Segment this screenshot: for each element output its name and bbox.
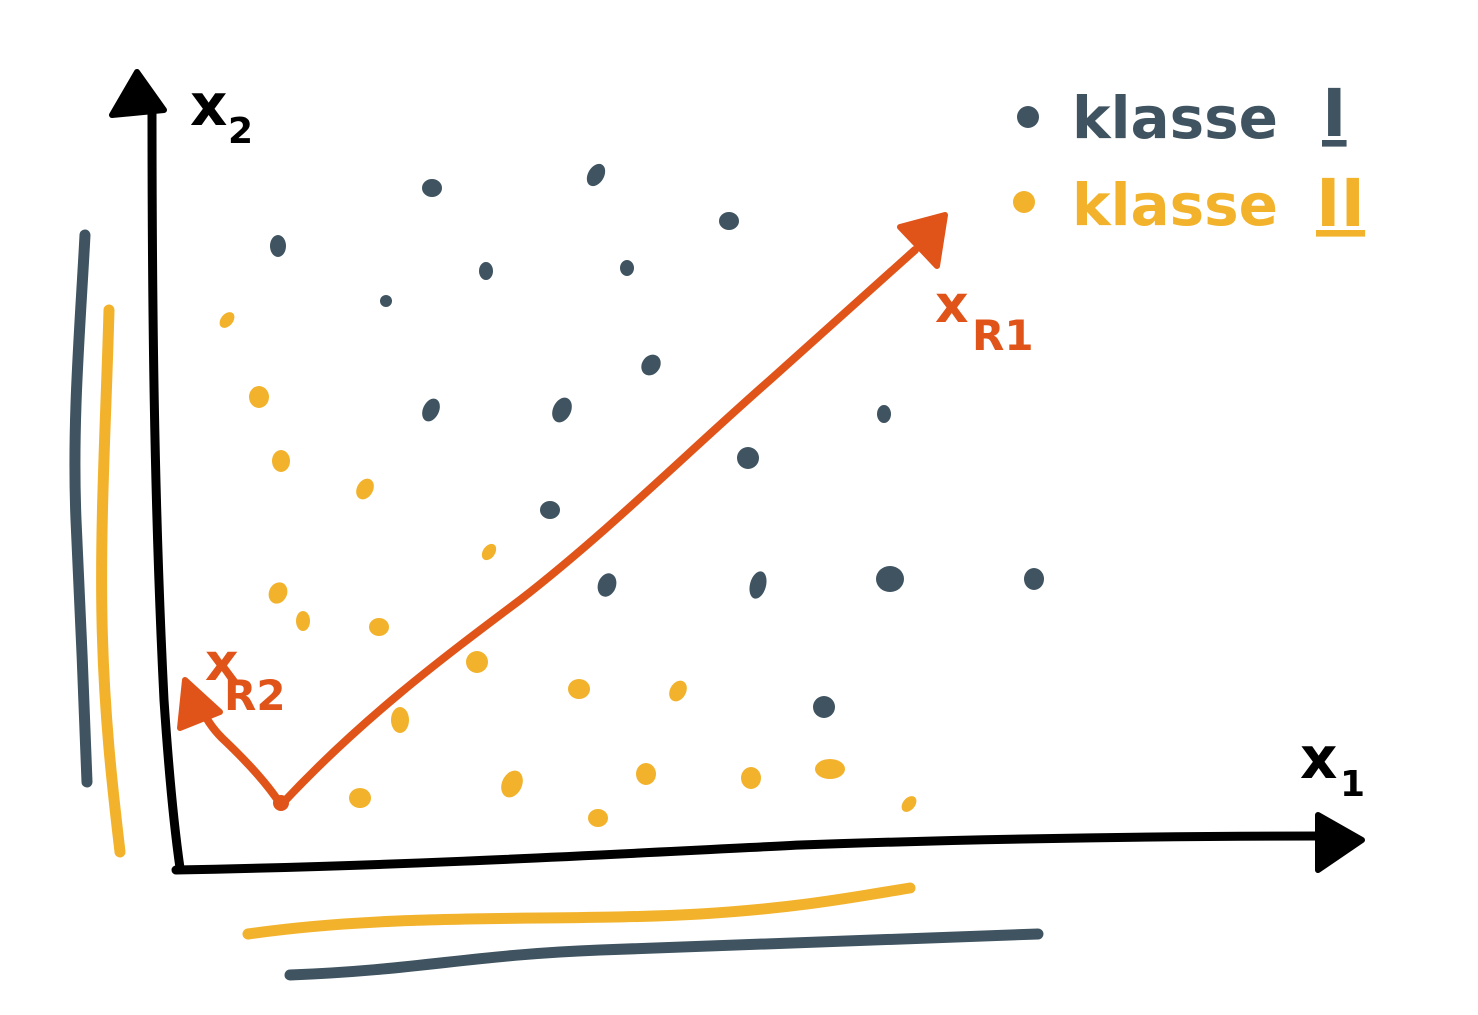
legend-class2-dot (1013, 191, 1035, 213)
class2-point (588, 809, 608, 827)
class1-point (737, 447, 759, 469)
legend-class2-numeral: II (1316, 165, 1365, 242)
class2-spread-x2 (96, 304, 126, 858)
vector-xr2-label: x (205, 633, 239, 693)
class1-point (1024, 568, 1044, 590)
class1-point (719, 212, 739, 230)
legend-class1-dot (1017, 106, 1039, 128)
class2-point (296, 611, 310, 631)
class2-point (568, 679, 590, 699)
legend-class2-label: klasse (1072, 171, 1278, 239)
class1-point (813, 696, 835, 718)
class1-point (552, 397, 572, 423)
class1-point (586, 163, 606, 187)
class2-point (815, 759, 845, 779)
class2-point (901, 796, 917, 812)
class1-point (270, 235, 286, 257)
class2-point (219, 312, 235, 328)
vector-xr1 (277, 212, 948, 809)
x-axis-label: x (1300, 724, 1337, 792)
class1-point (422, 179, 442, 197)
class2-point (369, 618, 389, 636)
class1-point (876, 566, 904, 592)
class2-points (219, 312, 917, 827)
class1-point (422, 398, 440, 422)
class1-point (641, 354, 661, 376)
x-axis-line (171, 831, 1327, 875)
class2-point (391, 707, 409, 733)
y-axis-arrowhead (109, 69, 167, 118)
class2-spread-x1 (242, 882, 916, 940)
class1-spread-x1 (284, 928, 1044, 981)
vector-xr2-label-subscript: R2 (224, 671, 286, 720)
class1-point (380, 295, 392, 307)
class1-point (749, 571, 767, 599)
vector-xr1-label-subscript: R1 (972, 311, 1034, 360)
class2-point (349, 788, 371, 808)
x-axis-arrowhead (1315, 812, 1365, 873)
class2-point (466, 651, 488, 673)
legend: klasse I klasse II (1013, 75, 1365, 242)
axes (147, 100, 1327, 875)
class2-point (272, 450, 290, 472)
class2-point (481, 543, 497, 561)
legend-class1-numeral: I (1322, 75, 1347, 152)
vector-xr2 (177, 677, 289, 811)
class1-spread-x2 (69, 229, 93, 788)
class1-point (540, 501, 560, 519)
class1-point (479, 262, 493, 280)
class1-point (620, 260, 634, 276)
class2-point (249, 386, 269, 408)
class1-point (877, 405, 891, 423)
class1-point (597, 573, 617, 597)
class2-point (669, 680, 687, 702)
vector-xr2-arrowhead (177, 677, 223, 731)
legend-class1-label: klasse (1072, 84, 1278, 152)
vector-xr1-label: x (935, 275, 969, 335)
vector-xr1-arrowhead (897, 212, 948, 269)
class2-point (356, 478, 374, 500)
y-axis-line (147, 100, 185, 873)
vector-xr2-shaft (196, 701, 285, 809)
spread-bars (69, 229, 1044, 981)
class2-point (501, 770, 523, 798)
class2-point (636, 763, 656, 785)
vector-origin (273, 795, 289, 811)
class2-point (268, 582, 288, 604)
vector-xr1-shaft (277, 246, 919, 809)
y-axis-label: x (190, 71, 227, 139)
y-axis-label-subscript: 2 (228, 111, 253, 152)
class1-points (270, 163, 1044, 718)
x-axis-label-subscript: 1 (1340, 764, 1365, 805)
class2-point (741, 767, 761, 789)
